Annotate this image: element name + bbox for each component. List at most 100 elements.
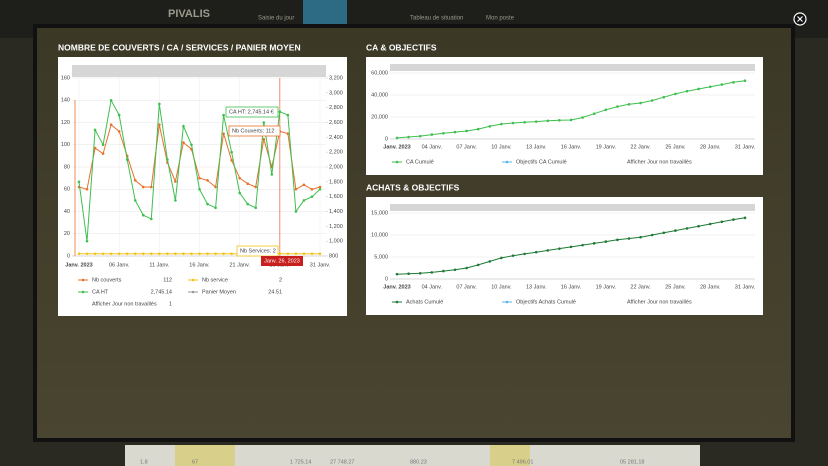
x-tick-label: 22 Janv. — [630, 144, 651, 150]
nav-item[interactable]: Mon poste — [486, 16, 515, 22]
point — [190, 252, 193, 256]
x-tick-label: 31 Janv. — [735, 284, 756, 290]
point — [198, 176, 201, 180]
y-tick-label: 0 — [385, 136, 388, 142]
legend-toggle[interactable]: Afficher Jour non travaillés — [627, 159, 692, 165]
point — [639, 101, 642, 105]
navigator — [390, 204, 755, 211]
chart-title: NOMBRE DE COUVERTS / CA / SERVICES / PAN… — [58, 42, 301, 52]
point — [569, 118, 573, 122]
crosshair-label-box — [261, 256, 303, 266]
x-tick-label: 16 Janv. — [189, 262, 210, 268]
point — [592, 112, 596, 115]
legend-label[interactable]: Achats Cumulé — [406, 299, 443, 305]
chart-title: ACHATS & OBJECTIFS — [366, 182, 460, 192]
point — [500, 122, 503, 126]
point — [604, 240, 608, 243]
point — [302, 183, 306, 187]
y2-tick-label: 3,000 — [329, 90, 343, 96]
point — [453, 268, 457, 272]
point — [592, 242, 596, 245]
point — [708, 222, 712, 226]
point — [230, 159, 233, 162]
close-button[interactable] — [793, 12, 807, 26]
point — [182, 124, 185, 128]
point — [395, 272, 399, 276]
legend-label[interactable]: CA HT — [92, 289, 109, 295]
legend-value: 2,745.14 — [151, 289, 172, 295]
point — [85, 239, 89, 243]
x-tick-label: 25 Janv. — [665, 144, 686, 150]
point — [141, 213, 145, 217]
point — [743, 216, 747, 220]
point — [166, 252, 169, 256]
point — [109, 123, 113, 127]
point — [418, 271, 422, 275]
point — [214, 185, 217, 189]
point — [407, 135, 410, 139]
point — [534, 250, 538, 254]
point — [685, 227, 689, 230]
legend-label[interactable]: Nb service — [202, 277, 228, 283]
point — [558, 119, 561, 122]
tooltip-text: CA HT: 2,745.14 € — [229, 109, 274, 115]
legend-label[interactable]: Panier Moyen — [202, 289, 236, 295]
legend-toggle[interactable]: Afficher Jour non travaillés — [92, 301, 157, 307]
point — [685, 89, 689, 93]
legend-toggle[interactable]: Afficher Jour non travaillés — [627, 299, 692, 305]
point — [150, 252, 153, 256]
footer-value: 7 496.01 — [512, 459, 533, 465]
y-tick-label: 20 — [64, 231, 70, 237]
tooltip-box — [236, 245, 279, 257]
x-tick-label: 28 Janv. — [700, 284, 721, 290]
x-tick-label: 22 Janv. — [630, 284, 651, 290]
legend-label[interactable]: Objectifs Achats Cumulé — [516, 299, 576, 305]
nav-item[interactable]: Tableau de situation — [410, 16, 463, 22]
legend-dot — [81, 290, 85, 294]
panel — [366, 197, 763, 315]
y2-tick-label: 2,000 — [329, 164, 343, 170]
legend-label[interactable]: Nb couverts — [92, 277, 122, 283]
nav-item[interactable]: Saisie du jour — [258, 16, 294, 22]
y2-tick-label: 1,400 — [329, 209, 343, 215]
point — [318, 252, 322, 256]
point — [523, 120, 526, 124]
y-tick-label: 120 — [61, 120, 70, 126]
point — [117, 130, 121, 133]
point — [141, 185, 145, 189]
point — [743, 79, 747, 82]
point — [109, 98, 113, 102]
point — [141, 252, 145, 256]
point — [318, 187, 322, 191]
point — [662, 231, 666, 235]
point — [246, 202, 249, 206]
point — [639, 235, 642, 239]
legend-dot — [81, 278, 85, 282]
y-tick-label: 15,000 — [371, 210, 388, 216]
point — [278, 252, 282, 256]
y-tick-label: 20,000 — [371, 114, 388, 120]
point — [581, 243, 584, 247]
point — [650, 99, 654, 102]
chart-title: CA & OBJECTIFS — [366, 42, 437, 52]
point — [286, 132, 290, 135]
point — [662, 95, 666, 99]
legend-label[interactable]: Objectifs CA Cumulé — [516, 159, 567, 165]
point — [133, 199, 137, 202]
close-icon[interactable] — [797, 16, 803, 22]
point — [418, 134, 422, 138]
legend-dot — [395, 300, 399, 304]
point — [77, 252, 81, 256]
point — [158, 102, 161, 106]
point — [523, 252, 526, 256]
legend-label[interactable]: CA Cumulé — [406, 159, 434, 165]
x-tick-label: 16 Janv. — [561, 144, 582, 150]
legend-dot — [505, 160, 509, 164]
point — [310, 252, 314, 256]
legend-toggle-value: 1 — [169, 301, 172, 307]
y-tick-label: 80 — [64, 164, 70, 170]
point — [500, 256, 503, 260]
tooltip-text: Nb Services: 2 — [240, 248, 276, 254]
point — [616, 105, 619, 108]
point — [465, 129, 468, 133]
